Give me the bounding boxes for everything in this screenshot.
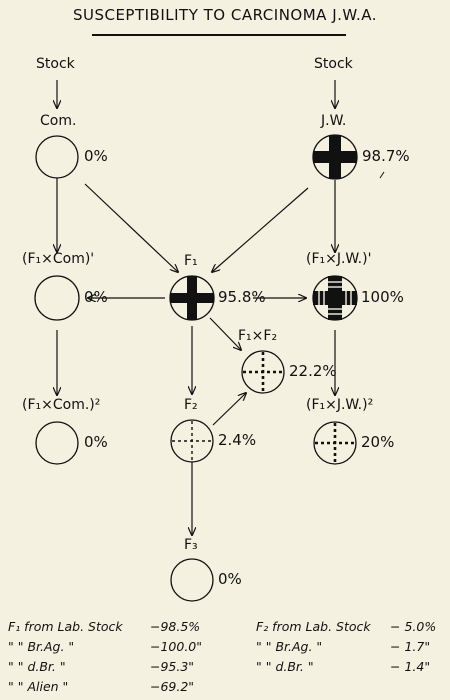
label-f1xjw: (F₁×J.W.)' (306, 251, 372, 267)
arrow-com-to-f1 (84, 183, 178, 272)
value-f1xjw: 100% (361, 288, 404, 306)
foot-left-4-value: −69.2" (150, 679, 195, 694)
value-f1xf2: 22.2% (289, 362, 337, 380)
foot-left-1-label: F₁ from Lab. Stock (8, 619, 123, 634)
value-f1xcom2: 0% (84, 433, 108, 451)
label-stock-left: Stock (36, 56, 75, 72)
value-f1xcom: 0% (84, 288, 108, 306)
foot-left-1-value: −98.5% (150, 619, 201, 634)
foot-left-4-label: " " Alien " (8, 679, 69, 694)
value-f3: 0% (218, 570, 242, 588)
circle-f1xcom2 (35, 421, 79, 465)
label-stock-right: Stock (314, 56, 353, 72)
value-f1: 95.8% (218, 288, 266, 306)
label-f2: F₂ (184, 397, 198, 413)
title-underline (92, 34, 346, 36)
label-f1xcom2: (F₁×Com.)² (22, 397, 101, 413)
label-f1: F₁ (184, 253, 198, 269)
circle-f3 (170, 558, 214, 602)
foot-left-3-label: " " d.Br. " (8, 659, 66, 674)
diagram-title: SUSCEPTIBILITY TO CARCINOMA J.W.A. (72, 6, 378, 24)
value-com: 0% (84, 147, 108, 165)
value-jw: 98.7% (362, 147, 410, 165)
label-com: Com. (40, 113, 77, 129)
arrow-f1-to-f1xf2 (209, 317, 241, 350)
circle-f1xcom (34, 275, 80, 321)
arrow-jw-to-f1 (212, 187, 309, 272)
cross-f1xjw2 (315, 423, 355, 463)
foot-left-2-value: −100.0" (150, 639, 203, 654)
cross-f1xf2 (243, 352, 283, 392)
label-f1xf2: F₁×F₂ (238, 328, 278, 344)
circle-com (35, 135, 79, 179)
value-f1xjw2: 20% (361, 433, 395, 451)
foot-right-2-label: " " Br.Ag. " (256, 639, 323, 654)
cross-f2 (172, 421, 212, 461)
foot-left-3-value: −95.3" (150, 659, 195, 674)
circle-f2 (170, 419, 214, 463)
label-f3: F₃ (184, 537, 198, 553)
foot-right-3-label: " " d.Br. " (256, 659, 314, 674)
cross-jw (313, 135, 357, 179)
foot-left-2-label: " " Br.Ag. " (8, 639, 75, 654)
arrow-f2-to-f1xf2 (212, 393, 246, 426)
value-f2: 2.4% (218, 431, 257, 449)
label-f1xcom: (F₁×Com)' (22, 251, 95, 267)
label-f1xjw2: (F₁×J.W.)² (306, 397, 374, 413)
cross-f1 (170, 276, 214, 320)
cross-f1xjw-ticks (318, 281, 352, 315)
foot-right-3-value: − 1.4" (390, 659, 431, 674)
foot-right-2-value: − 1.7" (390, 639, 431, 654)
label-jw: J.W. (321, 113, 347, 129)
ink-mark (379, 171, 385, 179)
circle-f1xf2 (241, 350, 285, 394)
foot-right-1-label: F₂ from Lab. Stock (256, 619, 371, 634)
foot-right-1-value: − 5.0% (390, 619, 437, 634)
circle-f1xjw2 (313, 421, 357, 465)
